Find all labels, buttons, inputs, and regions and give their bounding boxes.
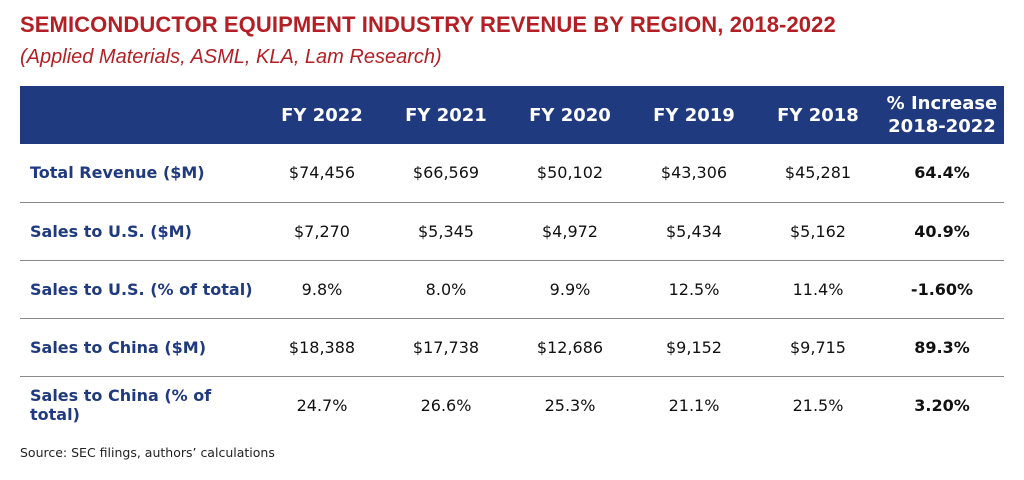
header-cell: FY 2020 [529,104,611,126]
row-label: Sales to China (% of total) [30,386,212,425]
table-cell: 25.3% [544,395,596,415]
table-cell: $66,569 [412,163,480,183]
header-cell: FY 2022 [281,104,363,126]
table-cell: $5,434 [666,221,722,241]
table-header-row: FY 2022 FY 2021 FY 2020 FY 2019 FY 2018 … [20,86,1004,144]
table-cell: $50,102 [536,163,604,183]
table-cell: 9.9% [549,279,591,299]
table-cell: $9,152 [666,337,722,357]
row-label: Sales to China ($M) [30,337,207,357]
table-cell: $18,388 [288,337,356,357]
pct-increase-cell: -1.60% [910,279,974,299]
revenue-table: FY 2022 FY 2021 FY 2020 FY 2019 FY 2018 … [20,86,1004,434]
table-cell: 26.6% [420,395,472,415]
pct-increase-cell: 89.3% [914,337,970,357]
table-row: Total Revenue ($M) $74,456 $66,569 $50,1… [20,144,1004,202]
table-cell: 9.8% [301,279,343,299]
header-cell-empty [20,86,260,144]
table-cell: 21.1% [668,395,720,415]
header-pct-line1: % Increase [886,93,998,114]
source-note: Source: SEC filings, authors’ calculatio… [20,445,275,460]
table-cell: 24.7% [296,395,348,415]
row-label: Sales to U.S. (% of total) [30,279,253,299]
table-cell: $5,345 [418,221,474,241]
table-cell: $9,715 [790,337,846,357]
table-cell: $43,306 [660,163,728,183]
table-cell: $5,162 [790,221,846,241]
chart-title: SEMICONDUCTOR EQUIPMENT INDUSTRY REVENUE… [20,12,836,37]
table-cell: $45,281 [784,163,852,183]
pct-increase-cell: 64.4% [914,163,970,183]
row-label: Sales to U.S. ($M) [30,221,192,241]
table-cell: $4,972 [542,221,598,241]
row-label: Total Revenue ($M) [30,163,205,183]
table-cell: 12.5% [668,279,720,299]
table-cell: 8.0% [425,279,467,299]
table-cell: 11.4% [792,279,844,299]
table-row: Sales to China (% of total) 24.7% 26.6% … [20,376,1004,434]
header-cell-pct-increase: % Increase 2018-2022 [880,86,1004,144]
table-cell: $17,738 [412,337,480,357]
table-cell: $12,686 [536,337,604,357]
table-cell: $74,456 [288,163,356,183]
table-row: Sales to U.S. (% of total) 9.8% 8.0% 9.9… [20,260,1004,318]
table-row: Sales to U.S. ($M) $7,270 $5,345 $4,972 … [20,202,1004,260]
header-cell: FY 2021 [405,104,487,126]
pct-increase-cell: 3.20% [914,395,970,415]
header-cell: FY 2019 [653,104,735,126]
header-pct-line2: 2018-2022 [888,116,996,137]
pct-increase-cell: 40.9% [914,221,970,241]
table-cell: $7,270 [294,221,350,241]
chart-subtitle: (Applied Materials, ASML, KLA, Lam Resea… [20,46,442,68]
header-cell: FY 2018 [777,104,859,126]
table-cell: 21.5% [792,395,844,415]
table-row: Sales to China ($M) $18,388 $17,738 $12,… [20,318,1004,376]
